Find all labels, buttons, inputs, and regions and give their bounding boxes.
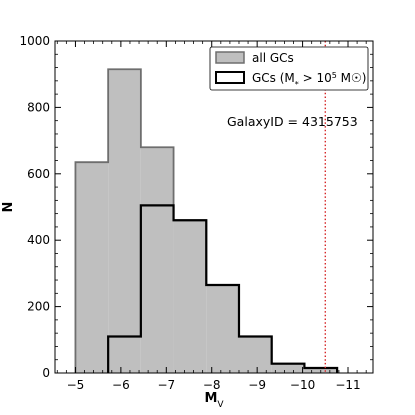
axis-ticks <box>55 40 373 374</box>
x-axis-label-main: M <box>204 391 217 406</box>
y-tick-label: 1000 <box>19 34 50 48</box>
bar-all-gcs <box>173 220 207 373</box>
legend: all GCs GCs (M* > 105 M☉) <box>209 46 369 91</box>
y-tick-label: 400 <box>27 233 50 247</box>
massive-gcs-step-line <box>107 204 339 373</box>
bar-all-gcs <box>140 147 174 373</box>
all-gcs-histogram <box>74 68 339 373</box>
legend-swatch-massive-gcs <box>215 71 245 84</box>
massive-gcs-histogram <box>107 204 339 373</box>
y-tick-label: 600 <box>27 167 50 181</box>
legend-label-all-gcs: all GCs <box>252 51 294 65</box>
x-tick-label: −10 <box>290 378 315 392</box>
y-axis-label: N <box>1 202 16 213</box>
plot-frame <box>54 40 374 374</box>
y-tick-label: 0 <box>42 366 50 380</box>
x-tick-label: −11 <box>335 378 360 392</box>
x-axis-label-sub: V <box>217 400 224 410</box>
galaxy-id-annotation: GalaxyID = 4315753 <box>227 114 358 129</box>
y-tick-label: 800 <box>27 100 50 114</box>
x-tick-label: −9 <box>248 378 266 392</box>
bar-all-gcs <box>108 69 141 373</box>
axis-tick-labels: −5 −6 −7 −8 −9 −10 −11 0 200 400 600 800 1000 <box>19 34 360 392</box>
bar-all-gcs <box>271 363 305 373</box>
y-tick-label: 200 <box>27 300 50 314</box>
legend-swatch-all-gcs <box>215 51 245 64</box>
x-axis-label: MV <box>204 391 224 410</box>
x-tick-label: −7 <box>157 378 175 392</box>
bar-all-gcs <box>75 162 109 373</box>
legend-label-massive-gcs: GCs (M* > 105 M☉) <box>252 71 366 89</box>
bar-all-gcs <box>238 336 272 373</box>
bar-all-gcs <box>206 285 239 373</box>
legend-box <box>209 46 369 91</box>
x-tick-label: −8 <box>203 378 221 392</box>
x-tick-label: −5 <box>67 378 85 392</box>
x-tick-label: −6 <box>112 378 130 392</box>
